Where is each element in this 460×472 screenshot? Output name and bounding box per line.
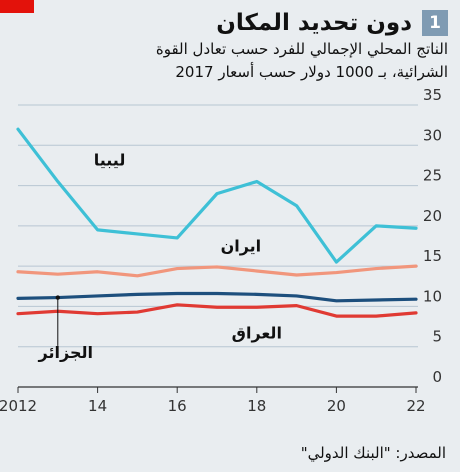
series-label: ليبيا — [94, 150, 126, 169]
x-tick-label: 18 — [247, 397, 266, 415]
series-line-3 — [16, 303, 418, 318]
chart-title: دون تحديد المكان — [216, 10, 412, 36]
series-line-1 — [16, 264, 418, 278]
y-tick-label: 25 — [423, 167, 442, 185]
x-tick-label: 2012 — [0, 397, 37, 415]
x-tick-label: 16 — [168, 397, 187, 415]
chart-number-badge: 1 — [422, 10, 448, 36]
series-label: العراق — [232, 324, 282, 343]
algeria-leader-dot — [55, 295, 60, 300]
y-tick-label: 35 — [423, 86, 442, 104]
chart-subtitle-line1: الناتج المحلي الإجمالي للفرد حسب تعادل ا… — [155, 40, 448, 58]
x-tick-label: 14 — [88, 397, 107, 415]
chart-subtitle-line2: الشرائية، بـ 1000 دولار حسب أسعار 2017 — [175, 63, 448, 81]
series-line-2 — [16, 291, 418, 303]
chart-header: 1 دون تحديد المكان الناتج المحلي الإجمال… — [18, 10, 448, 82]
x-tick-label: 20 — [327, 397, 346, 415]
y-tick-label: 0 — [432, 368, 442, 386]
y-tick-label: 10 — [423, 287, 442, 305]
y-tick-label: 5 — [432, 328, 442, 346]
y-tick-label: 30 — [423, 126, 442, 144]
y-tick-label: 20 — [423, 207, 442, 225]
series-line-0 — [16, 127, 418, 264]
x-tick-label: 22 — [406, 397, 425, 415]
source-note: المصدر: "البنك الدولي" — [300, 444, 446, 462]
brand-bar — [0, 0, 34, 13]
series-label: ايران — [221, 237, 262, 256]
series-label: الجزائر — [38, 343, 93, 362]
y-tick-label: 15 — [423, 247, 442, 265]
